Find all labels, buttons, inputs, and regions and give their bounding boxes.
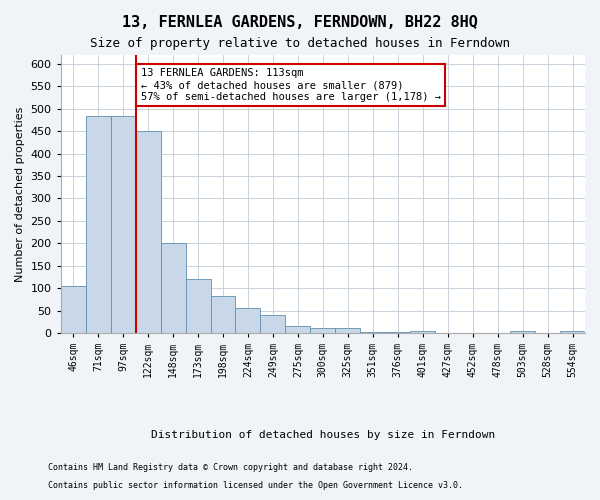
Text: 13 FERNLEA GARDENS: 113sqm
← 43% of detached houses are smaller (879)
57% of sem: 13 FERNLEA GARDENS: 113sqm ← 43% of deta… <box>140 68 440 102</box>
Bar <box>560 330 585 333</box>
Text: 13, FERNLEA GARDENS, FERNDOWN, BH22 8HQ: 13, FERNLEA GARDENS, FERNDOWN, BH22 8HQ <box>122 15 478 30</box>
Text: Size of property relative to detached houses in Ferndown: Size of property relative to detached ho… <box>90 38 510 51</box>
Bar <box>260 315 286 333</box>
Bar <box>161 244 185 333</box>
Bar <box>86 116 110 333</box>
Text: Contains HM Land Registry data © Crown copyright and database right 2024.: Contains HM Land Registry data © Crown c… <box>48 464 413 472</box>
Bar <box>335 328 361 333</box>
Bar <box>385 332 410 333</box>
Bar <box>185 279 211 333</box>
Y-axis label: Number of detached properties: Number of detached properties <box>15 106 25 282</box>
Bar <box>310 328 335 333</box>
X-axis label: Distribution of detached houses by size in Ferndown: Distribution of detached houses by size … <box>151 430 495 440</box>
Bar <box>361 332 385 333</box>
Bar <box>211 296 235 333</box>
Bar <box>61 286 86 333</box>
Bar <box>235 308 260 333</box>
Bar <box>286 326 310 333</box>
Bar <box>110 116 136 333</box>
Bar <box>410 330 435 333</box>
Text: Contains public sector information licensed under the Open Government Licence v3: Contains public sector information licen… <box>48 481 463 490</box>
Bar <box>136 131 161 333</box>
Bar <box>510 330 535 333</box>
